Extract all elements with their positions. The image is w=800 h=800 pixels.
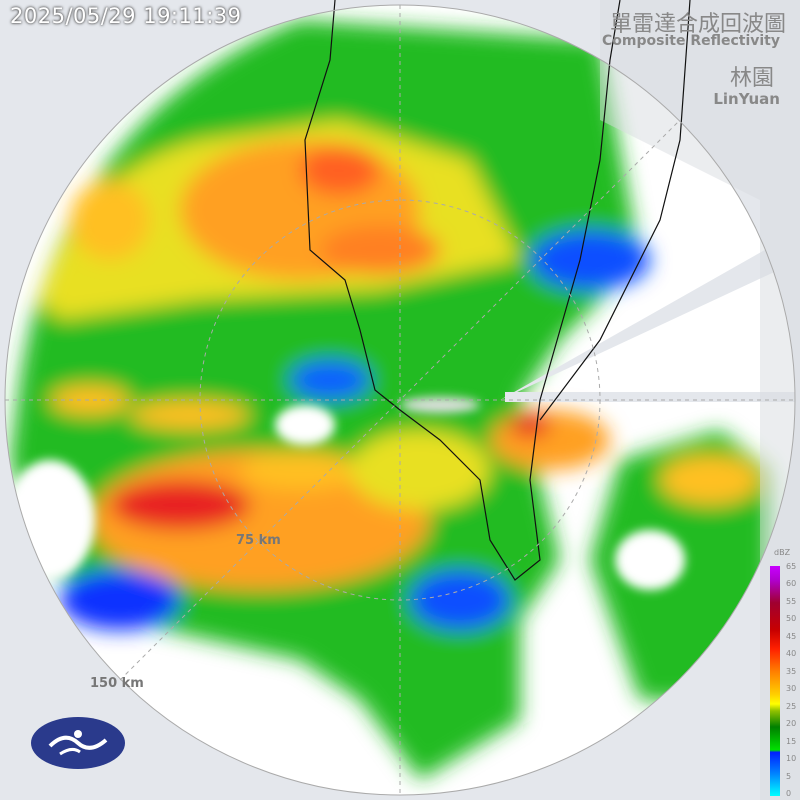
legend-tick: 60 — [786, 579, 797, 588]
timestamp: 2025/05/29 19:11:39 — [10, 4, 242, 28]
dbz-legend: dBZ 65 60 55 50 45 40 35 30 25 20 15 10 … — [768, 548, 800, 798]
legend-unit: dBZ — [774, 548, 791, 557]
station-zh: 林園 — [729, 66, 774, 91]
range-label-150: 150 km — [90, 676, 144, 691]
legend-tick: 15 — [786, 737, 797, 746]
legend-tick: 50 — [786, 614, 797, 623]
legend-tick: 30 — [786, 684, 797, 693]
coastline — [304, 0, 691, 581]
title-en: Composite Reflectivity — [602, 33, 780, 49]
legend-tick: 0 — [786, 789, 792, 798]
title-zh: 單雷達合成回波圖 — [609, 12, 786, 37]
cwa-logo-icon — [31, 717, 125, 769]
legend-tick: 45 — [786, 632, 797, 641]
legend-tick: 10 — [786, 754, 797, 763]
station-en: LinYuan — [713, 90, 780, 108]
legend-colorbar — [770, 566, 780, 796]
range-rings — [4, 4, 796, 796]
legend-tick: 25 — [786, 702, 797, 711]
legend-tick: 35 — [786, 667, 797, 676]
legend-tick: 65 — [786, 562, 797, 571]
legend-tick: 5 — [786, 772, 792, 781]
legend-tick: 55 — [786, 597, 797, 606]
range-label-75: 75 km — [236, 533, 281, 548]
legend-tick: 20 — [786, 719, 797, 728]
legend-tick: 40 — [786, 649, 797, 658]
